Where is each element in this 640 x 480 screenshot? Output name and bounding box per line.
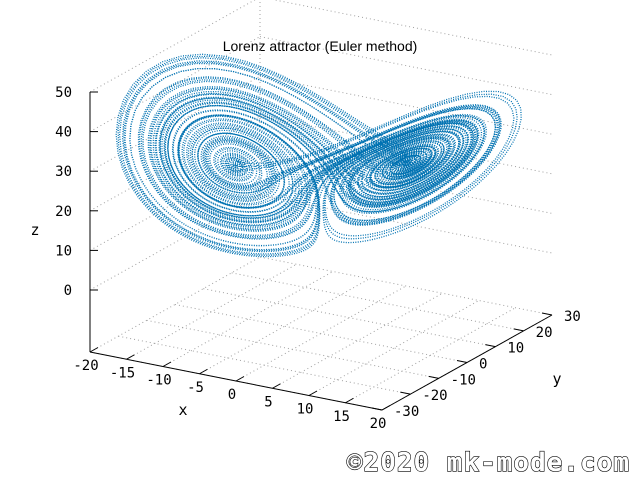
base-grid-x [162, 271, 334, 367]
y-tick-mark [428, 375, 439, 379]
base-grid-y [146, 319, 439, 379]
side-grid-z [89, 154, 261, 251]
x-tick-mark [126, 354, 135, 360]
watermark: ©2020 mk-mode.com [347, 448, 630, 478]
y-tick-label: -10 [451, 372, 476, 388]
side-grid-z [89, 194, 261, 291]
base-grid-y [174, 304, 468, 363]
x-tick-label: 20 [370, 416, 387, 432]
z-tick-label: 10 [55, 243, 72, 259]
base-grid-y [203, 288, 496, 348]
back-grid-z [259, 75, 553, 135]
y-tick-mark [513, 328, 524, 332]
x-tick-mark [272, 383, 281, 389]
x-tick-mark [381, 405, 391, 411]
y-tick-label: -30 [394, 404, 419, 420]
base-grid-y [118, 335, 411, 395]
x-tick-mark [235, 376, 245, 382]
axes [89, 91, 553, 411]
chart-title: Lorenz attractor (Euler method) [223, 38, 418, 54]
x-tick-mark [345, 397, 354, 404]
base-grid-y [231, 272, 524, 332]
x-tick-mark [89, 347, 99, 353]
lorenz-trajectory [115, 53, 522, 258]
y-tick-label: 20 [536, 325, 553, 341]
x-tick-label: 10 [297, 402, 314, 418]
y-tick-mark [400, 391, 411, 395]
side-grid-z [89, 0, 256, 93]
y-tick-label: 10 [507, 341, 524, 357]
x-tick-label: 0 [228, 387, 236, 403]
base-grid-x [199, 278, 370, 375]
z-tick-label: 30 [55, 164, 72, 180]
z-tick-label: 0 [64, 283, 72, 299]
base-grid-x [272, 292, 443, 389]
side-grid-z [89, 36, 261, 133]
back-grid-z [272, 0, 553, 56]
x-axis-label: x [178, 401, 187, 419]
z-tick-label: 50 [55, 85, 72, 101]
y-tick-mark [456, 360, 468, 363]
y-tick-label: 30 [564, 309, 581, 325]
x-tick-label: -10 [146, 373, 171, 389]
x-tick-label: -20 [73, 358, 98, 374]
z-axis-label: z [30, 221, 39, 239]
back-grid-z [259, 194, 553, 254]
side-grid-z [89, 115, 261, 212]
x-tick-label: 5 [264, 394, 272, 410]
x-tick-label: -5 [187, 380, 204, 396]
y-tick-mark [541, 312, 553, 316]
base-grid-x [126, 263, 297, 360]
y-tick-label: -20 [422, 388, 447, 404]
base-grid-x [308, 300, 480, 396]
y-tick-mark [485, 344, 496, 348]
back-grid-z [259, 36, 553, 96]
z-tick-label: 20 [55, 204, 72, 220]
attractor-curve [115, 53, 522, 258]
y-tick-label: 0 [479, 357, 487, 373]
x-tick-mark [162, 361, 172, 367]
z-tick-label: 40 [55, 125, 72, 141]
x-tick-label: -15 [110, 365, 135, 381]
y-tick-mark [371, 407, 383, 411]
x-tick-mark [199, 368, 208, 375]
x-tick-label: 15 [333, 409, 350, 425]
base-grid-y [259, 256, 553, 316]
tick-labels: -20 -15 -10 -5 0 5 10 15 20-30-20-10010203001020… [55, 85, 581, 432]
x-tick-mark [308, 390, 318, 396]
y-axis-label: y [552, 370, 561, 388]
